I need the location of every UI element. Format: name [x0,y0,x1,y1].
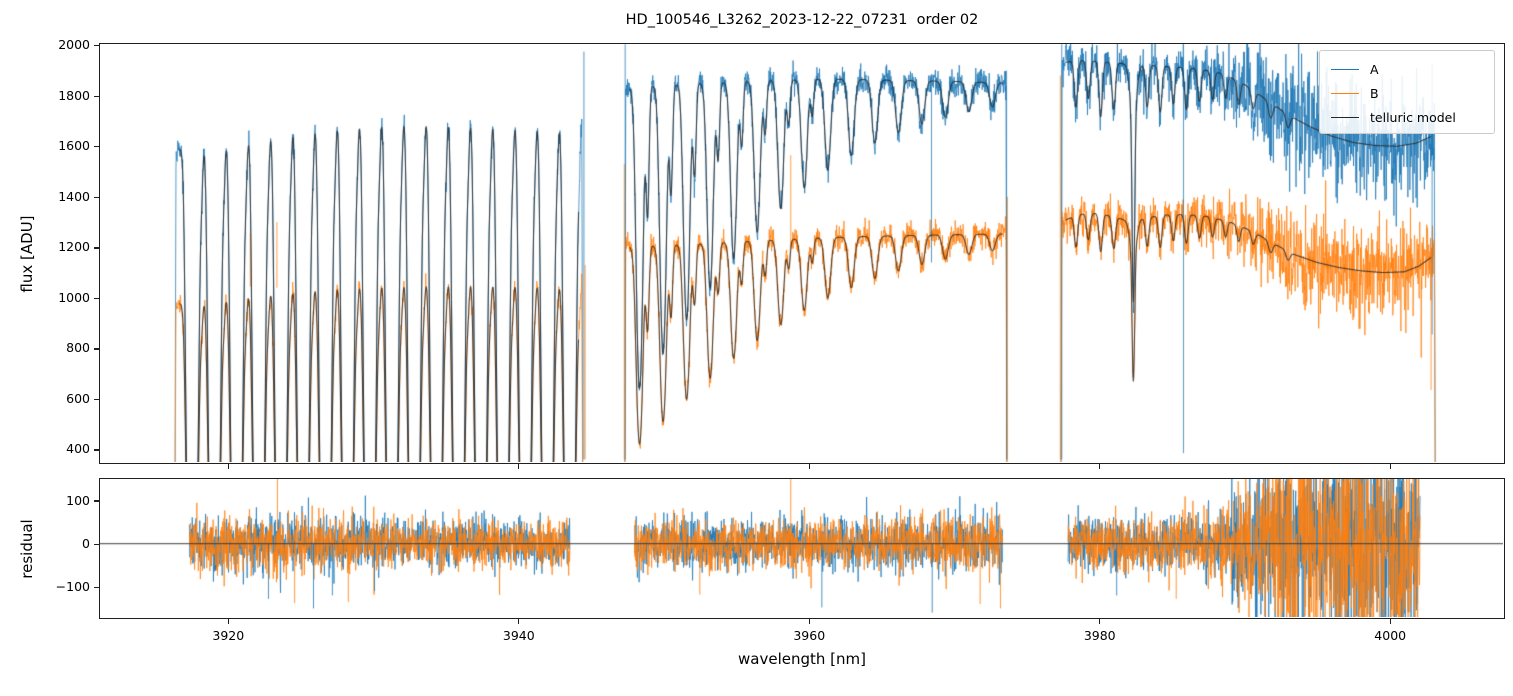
y-tick-mark-flux [94,247,99,249]
y-tick-mark-flux [94,95,99,97]
legend-line-telluric-icon [1331,116,1359,118]
y-tick-label-flux: 400 [66,441,90,457]
flux-panel: A B telluric model [99,43,1505,464]
x-tick-mark-residual [1099,619,1101,624]
legend-line-a-icon [1331,68,1359,70]
legend-line-b-icon [1331,92,1359,94]
y-tick-mark-flux [94,348,99,350]
x-tick-mark-residual [227,619,229,624]
legend-entry-b: B [1331,81,1484,105]
legend-entry-telluric-model: telluric model [1331,105,1484,129]
residual-plot-canvas [100,479,1503,617]
x-tick-label: 3940 [502,628,535,643]
residual-panel [99,478,1505,619]
y-tick-label-flux: 1000 [58,289,90,305]
y-tick-label-flux: 1200 [58,239,90,255]
x-tick-label: 3960 [793,628,826,643]
legend: A B telluric model [1319,50,1495,134]
y-tick-label-flux: 1400 [58,188,90,204]
y-tick-mark-flux [94,297,99,300]
x-tick-label: 3980 [1083,628,1116,643]
y-tick-label-residual: 0 [82,535,90,551]
plot-title: HD_100546_L3262_2023-12-22_07231 order 0… [625,12,979,28]
x-tick-label: 3920 [212,628,245,643]
legend-label-telluric: telluric model [1370,109,1456,125]
y-tick-mark-flux [94,449,99,451]
y-tick-mark-flux [94,45,99,47]
y-tick-mark-flux [94,196,99,198]
residual-axis-label: residual [18,519,36,579]
flux-axis-label: flux [ADU] [18,215,36,293]
x-tick-mark-flux [808,464,810,469]
x-tick-mark-residual [808,619,810,624]
x-tick-label: 4000 [1374,628,1407,643]
x-tick-mark-flux [227,464,229,469]
y-tick-label-flux: 2000 [58,37,90,53]
x-tick-mark-flux [1389,464,1391,469]
x-tick-mark-flux [1099,464,1101,469]
x-axis-label: wavelength [nm] [738,650,866,668]
y-tick-label-flux: 1800 [58,87,90,103]
y-tick-label-flux: 800 [66,340,90,356]
y-tick-label-flux: 600 [66,390,90,406]
y-tick-mark-flux [94,398,99,401]
flux-plot-canvas [100,44,1503,462]
y-tick-label-flux: 1600 [58,138,90,154]
x-tick-mark-residual [518,619,520,624]
y-tick-mark-flux [94,146,99,148]
x-tick-mark-residual [1389,619,1391,624]
y-tick-mark-residual [94,500,99,502]
y-tick-label-residual: 100 [66,492,90,508]
legend-entry-a: A [1331,57,1484,81]
legend-label-b: B [1370,85,1379,101]
y-tick-mark-residual [94,543,99,545]
y-tick-mark-residual [94,586,99,588]
legend-label-a: A [1370,61,1379,77]
x-tick-mark-flux [518,464,520,469]
y-tick-label-residual: −100 [55,578,90,594]
